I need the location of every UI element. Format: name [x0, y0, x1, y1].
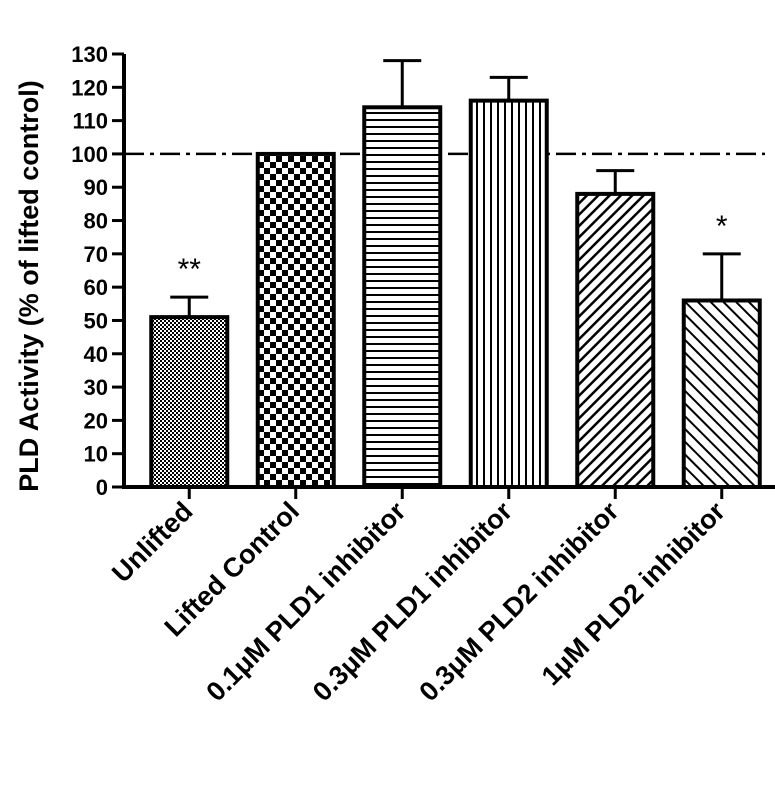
bar — [255, 151, 336, 490]
y-tick-label: 70 — [84, 242, 108, 267]
y-tick-label: 120 — [71, 75, 108, 100]
category-label: 0.3μM PLD2 inhibitor — [413, 496, 624, 707]
bar-group — [255, 151, 336, 490]
y-tick-label: 10 — [84, 442, 108, 467]
y-tick-label: 60 — [84, 275, 108, 300]
bar-group: * — [681, 210, 762, 489]
bars: *** — [149, 59, 762, 490]
category-label: 0.3μM PLD1 inhibitor — [307, 496, 518, 707]
y-axis-title-group: PLD Activity (% of lifted control) — [14, 80, 44, 492]
bar — [681, 298, 762, 489]
y-tick-label: 0 — [96, 475, 108, 500]
y-tick-label: 100 — [71, 142, 108, 167]
significance-label: ** — [178, 253, 202, 286]
y-tick-label: 40 — [84, 342, 108, 367]
y-tick-label: 130 — [71, 42, 108, 67]
y-axis: 0 10 20 30 40 50 60 70 80 90 100 110 120 130 — [71, 42, 126, 500]
bar — [575, 191, 656, 489]
bar-group — [468, 75, 549, 489]
x-axis — [122, 485, 775, 499]
y-axis-title: PLD Activity (% of lifted control) — [14, 80, 44, 492]
bar-group — [575, 169, 656, 489]
bar-group — [362, 59, 443, 490]
significance-label: * — [716, 210, 728, 243]
bar — [149, 315, 230, 489]
category-label: 1μM PLD2 inhibitor — [536, 496, 732, 692]
bar — [468, 98, 549, 489]
category-label: 0.1μM PLD1 inhibitor — [200, 496, 411, 707]
category-label: Unlifted — [106, 496, 198, 588]
bar — [362, 105, 443, 490]
y-tick-label: 20 — [84, 408, 108, 433]
y-tick-label: 80 — [84, 209, 108, 234]
bar-group: ** — [149, 253, 230, 489]
y-tick-label: 90 — [84, 175, 108, 200]
y-tick-label: 30 — [84, 375, 108, 400]
y-tick-label: 50 — [84, 308, 108, 333]
y-tick-label: 110 — [73, 109, 109, 134]
